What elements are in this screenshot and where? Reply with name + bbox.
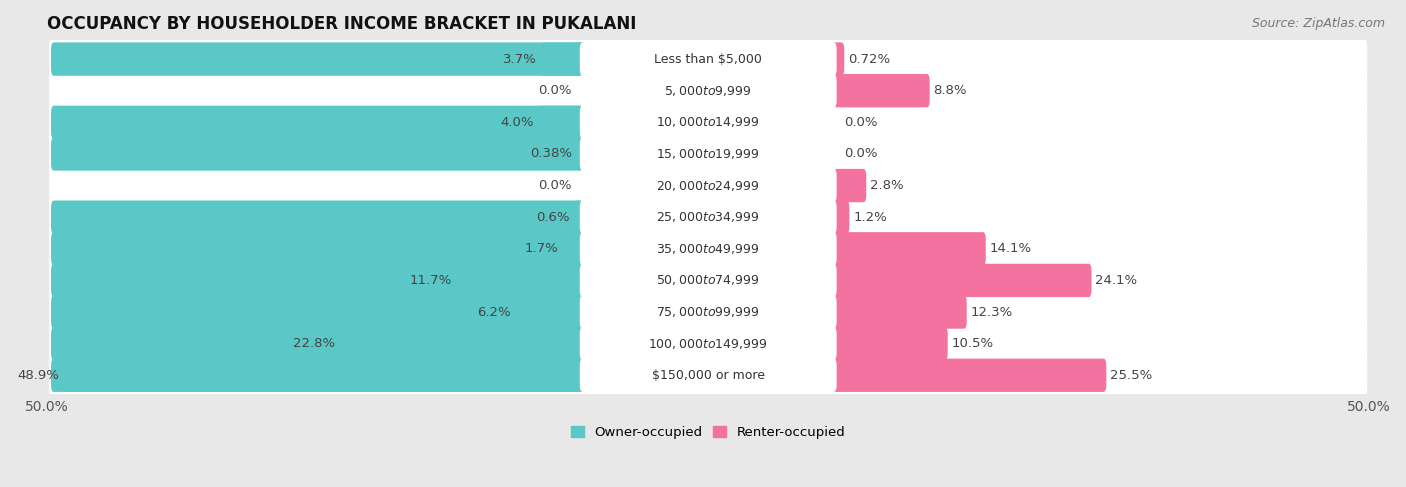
FancyBboxPatch shape xyxy=(579,169,837,202)
Text: 25.5%: 25.5% xyxy=(1111,369,1153,382)
FancyBboxPatch shape xyxy=(49,229,1367,268)
Text: 2.8%: 2.8% xyxy=(870,179,904,192)
FancyBboxPatch shape xyxy=(579,358,837,392)
Legend: Owner-occupied, Renter-occupied: Owner-occupied, Renter-occupied xyxy=(565,421,851,444)
FancyBboxPatch shape xyxy=(579,296,837,329)
FancyBboxPatch shape xyxy=(831,296,967,329)
FancyBboxPatch shape xyxy=(51,106,585,139)
Text: 22.8%: 22.8% xyxy=(292,337,335,350)
FancyBboxPatch shape xyxy=(579,137,837,170)
FancyBboxPatch shape xyxy=(579,327,837,360)
FancyBboxPatch shape xyxy=(49,103,1367,142)
Text: $20,000 to $24,999: $20,000 to $24,999 xyxy=(657,179,761,192)
FancyBboxPatch shape xyxy=(51,137,585,170)
FancyBboxPatch shape xyxy=(49,356,1367,394)
Text: $15,000 to $19,999: $15,000 to $19,999 xyxy=(657,147,761,161)
Text: 11.7%: 11.7% xyxy=(411,274,453,287)
FancyBboxPatch shape xyxy=(831,358,1107,392)
FancyBboxPatch shape xyxy=(51,201,585,234)
FancyBboxPatch shape xyxy=(51,327,585,360)
FancyBboxPatch shape xyxy=(579,42,837,76)
Text: 0.38%: 0.38% xyxy=(530,148,572,160)
Text: $10,000 to $14,999: $10,000 to $14,999 xyxy=(657,115,761,130)
Text: $50,000 to $74,999: $50,000 to $74,999 xyxy=(657,273,761,287)
Text: 14.1%: 14.1% xyxy=(990,243,1032,255)
FancyBboxPatch shape xyxy=(49,72,1367,110)
FancyBboxPatch shape xyxy=(49,198,1367,237)
Text: 6.2%: 6.2% xyxy=(477,305,510,318)
Text: OCCUPANCY BY HOUSEHOLDER INCOME BRACKET IN PUKALANI: OCCUPANCY BY HOUSEHOLDER INCOME BRACKET … xyxy=(48,15,637,33)
FancyBboxPatch shape xyxy=(339,327,585,360)
FancyBboxPatch shape xyxy=(575,137,585,170)
FancyBboxPatch shape xyxy=(574,201,585,234)
FancyBboxPatch shape xyxy=(63,358,585,392)
FancyBboxPatch shape xyxy=(579,264,837,297)
FancyBboxPatch shape xyxy=(49,324,1367,363)
FancyBboxPatch shape xyxy=(456,264,585,297)
FancyBboxPatch shape xyxy=(515,296,585,329)
FancyBboxPatch shape xyxy=(562,232,585,265)
Text: 0.0%: 0.0% xyxy=(845,148,877,160)
FancyBboxPatch shape xyxy=(537,106,585,139)
FancyBboxPatch shape xyxy=(49,134,1367,173)
Text: $150,000 or more: $150,000 or more xyxy=(652,369,765,382)
Text: 3.7%: 3.7% xyxy=(503,53,537,66)
Text: 0.0%: 0.0% xyxy=(538,179,572,192)
FancyBboxPatch shape xyxy=(541,42,585,76)
FancyBboxPatch shape xyxy=(831,201,849,234)
Text: $75,000 to $99,999: $75,000 to $99,999 xyxy=(657,305,761,319)
Text: 24.1%: 24.1% xyxy=(1095,274,1137,287)
Text: 8.8%: 8.8% xyxy=(934,84,967,97)
FancyBboxPatch shape xyxy=(51,42,585,76)
Text: 10.5%: 10.5% xyxy=(952,337,994,350)
FancyBboxPatch shape xyxy=(831,327,948,360)
FancyBboxPatch shape xyxy=(51,232,585,265)
FancyBboxPatch shape xyxy=(49,261,1367,300)
FancyBboxPatch shape xyxy=(51,296,585,329)
Text: 12.3%: 12.3% xyxy=(970,305,1012,318)
Text: 0.72%: 0.72% xyxy=(848,53,890,66)
Text: $25,000 to $34,999: $25,000 to $34,999 xyxy=(657,210,761,224)
Text: 48.9%: 48.9% xyxy=(17,369,59,382)
Text: 4.0%: 4.0% xyxy=(501,116,534,129)
FancyBboxPatch shape xyxy=(51,358,585,392)
Text: 0.0%: 0.0% xyxy=(538,84,572,97)
Text: 0.6%: 0.6% xyxy=(536,211,569,224)
Text: $100,000 to $149,999: $100,000 to $149,999 xyxy=(648,337,768,351)
FancyBboxPatch shape xyxy=(831,264,1091,297)
FancyBboxPatch shape xyxy=(831,232,986,265)
Text: $5,000 to $9,999: $5,000 to $9,999 xyxy=(665,84,752,98)
FancyBboxPatch shape xyxy=(51,264,585,297)
Text: Source: ZipAtlas.com: Source: ZipAtlas.com xyxy=(1251,17,1385,30)
FancyBboxPatch shape xyxy=(831,74,929,107)
Text: 1.2%: 1.2% xyxy=(853,211,887,224)
FancyBboxPatch shape xyxy=(49,293,1367,331)
Text: 0.0%: 0.0% xyxy=(845,116,877,129)
FancyBboxPatch shape xyxy=(579,232,837,265)
Text: 1.7%: 1.7% xyxy=(524,243,558,255)
FancyBboxPatch shape xyxy=(579,201,837,234)
FancyBboxPatch shape xyxy=(579,74,837,107)
Text: $35,000 to $49,999: $35,000 to $49,999 xyxy=(657,242,761,256)
FancyBboxPatch shape xyxy=(831,42,844,76)
Text: Less than $5,000: Less than $5,000 xyxy=(654,53,762,66)
FancyBboxPatch shape xyxy=(49,166,1367,205)
FancyBboxPatch shape xyxy=(49,40,1367,78)
FancyBboxPatch shape xyxy=(579,106,837,139)
FancyBboxPatch shape xyxy=(831,169,866,202)
